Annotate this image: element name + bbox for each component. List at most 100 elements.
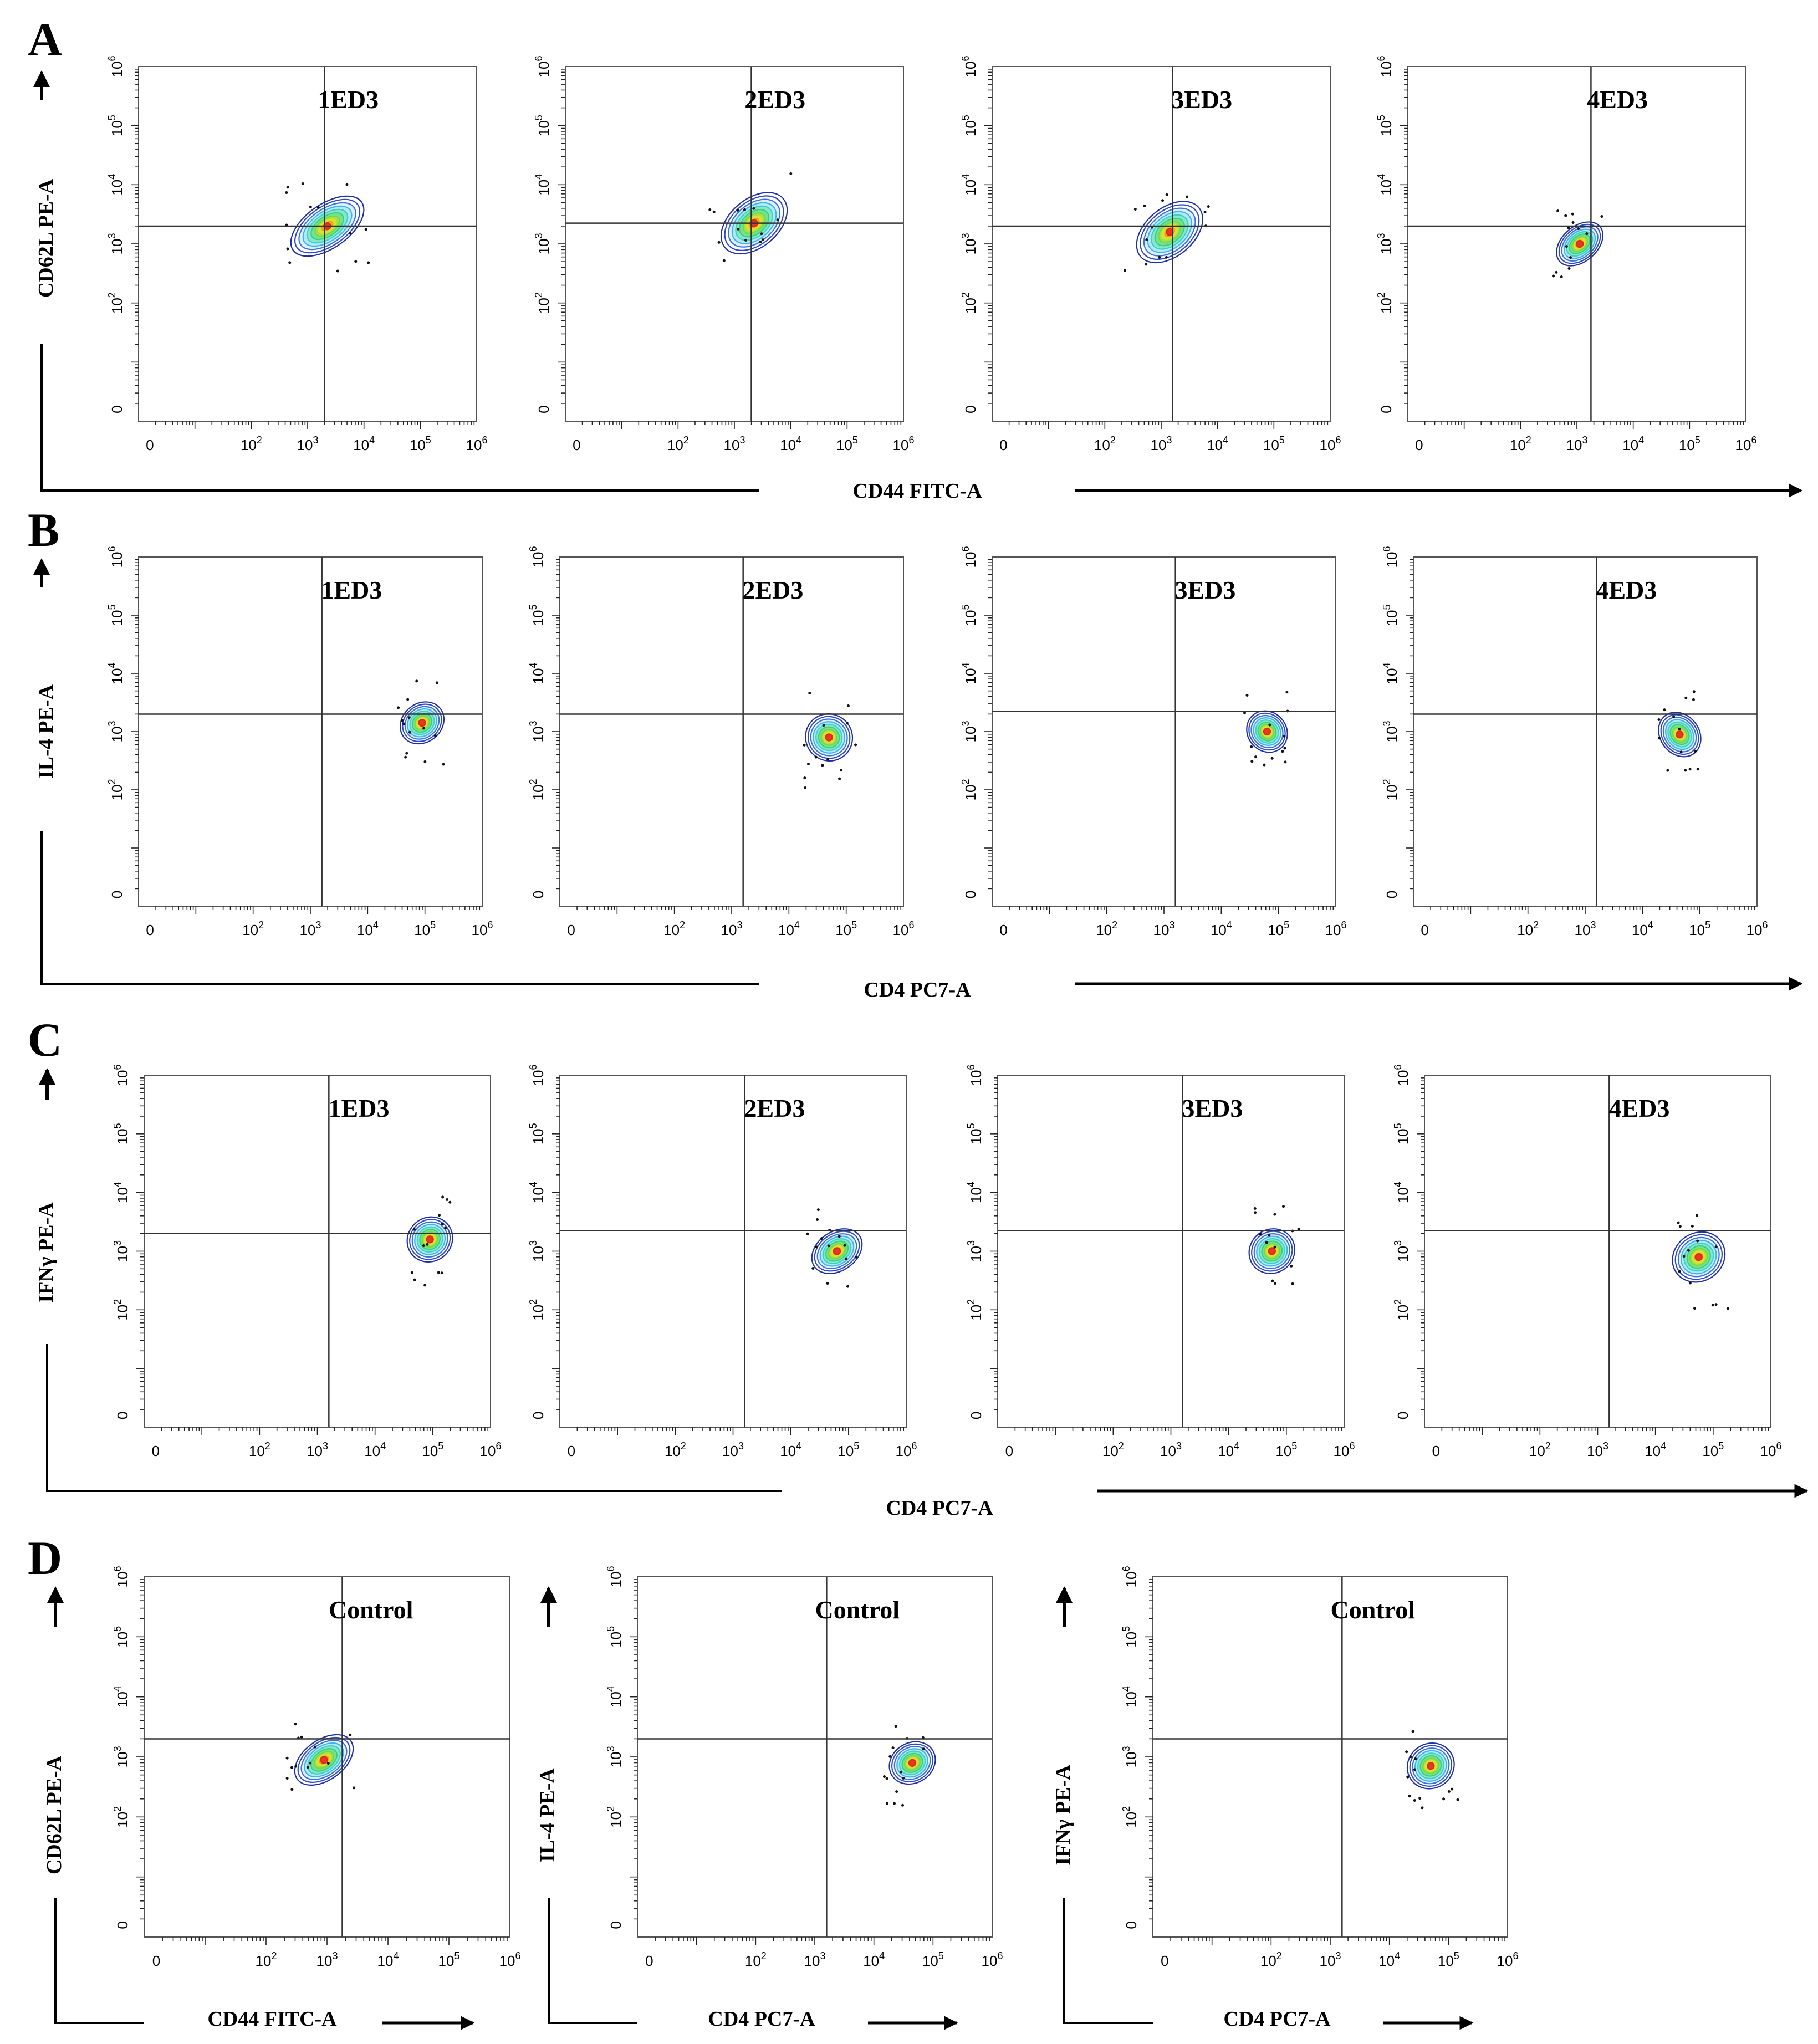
tick-base: 10	[607, 1692, 624, 1708]
tick-exponent: 6	[1381, 546, 1392, 552]
event-dot	[288, 261, 292, 264]
tick-base: 0	[146, 922, 154, 938]
y-tick-label: 103	[1376, 233, 1395, 255]
tick-base: 0	[962, 405, 979, 413]
y-tick-label: 105	[960, 605, 979, 626]
x-axis-title: CD44 FITC-A	[207, 2007, 337, 2031]
event-dot	[1677, 1221, 1680, 1224]
tick-base: 10	[1702, 1443, 1718, 1459]
event-dot	[440, 1271, 443, 1275]
x-tick-label: 105	[414, 919, 436, 938]
event-dot	[1284, 760, 1287, 764]
tick-base: 10	[962, 552, 979, 568]
tick-exponent: 3	[315, 919, 321, 931]
tick-base: 10	[962, 727, 979, 743]
tick-base: 10	[968, 1305, 984, 1321]
x-tick-label: 0	[645, 1953, 653, 1969]
event-dot	[309, 1761, 312, 1765]
tick-base: 10	[922, 1953, 938, 1969]
event-dot	[353, 1786, 356, 1790]
tick-base: 10	[1263, 437, 1279, 453]
tick-base: 10	[836, 437, 852, 453]
y-tick-label: 105	[112, 1123, 131, 1144]
tick-base: 10	[1151, 437, 1167, 453]
y-tick-label: 106	[1376, 56, 1395, 78]
tick-base: 10	[663, 922, 680, 938]
tick-exponent: 6	[1349, 1440, 1355, 1452]
y-tick-label: 103	[106, 233, 125, 255]
y-tick-label: 105	[1381, 605, 1400, 626]
event-dot	[808, 692, 811, 695]
event-dot	[826, 758, 830, 761]
event-dot	[316, 206, 320, 209]
tick-exponent: 4	[373, 919, 379, 931]
event-dot	[752, 207, 755, 210]
tick-base: 10	[607, 1632, 624, 1648]
tick-exponent: 2	[1121, 1806, 1132, 1812]
event-dot	[1567, 267, 1571, 270]
y-tick-label: 106	[1381, 546, 1400, 568]
tick-exponent: 3	[1582, 435, 1587, 446]
y-tick-label: 0	[109, 891, 125, 898]
event-dot	[1133, 207, 1137, 211]
event-dot	[345, 183, 349, 186]
axis-corner-line	[46, 1344, 782, 1492]
tick-base: 10	[414, 922, 430, 938]
event-dot	[1726, 1307, 1729, 1310]
event-dot	[1714, 1303, 1718, 1306]
tick-base: 10	[114, 1246, 131, 1262]
tick-exponent: 3	[313, 435, 318, 446]
event-dot	[776, 218, 779, 222]
event-dot	[1714, 1245, 1718, 1249]
x-tick-label: 103	[300, 919, 321, 938]
tick-base: 10	[530, 1070, 547, 1086]
tick-base: 0	[1123, 1921, 1140, 1929]
x-tick-label: 102	[1517, 919, 1539, 938]
tick-exponent: 3	[106, 721, 118, 727]
tick-base: 10	[535, 180, 552, 196]
tick-base: 10	[109, 239, 125, 255]
y-tick-label: 104	[528, 1182, 547, 1203]
x-tick-label: 102	[1510, 435, 1531, 453]
tick-exponent: 3	[1335, 1950, 1341, 1961]
y-tick-label: 0	[1378, 405, 1395, 413]
tick-base: 10	[962, 120, 979, 136]
event-dot	[1567, 226, 1570, 229]
tick-exponent: 2	[1376, 292, 1387, 298]
tick-base: 10	[1218, 1443, 1234, 1459]
event-dot	[840, 769, 843, 772]
tick-base: 10	[893, 437, 909, 453]
tick-base: 10	[1383, 610, 1400, 626]
event-dot	[326, 1762, 330, 1765]
event-dot	[1283, 734, 1286, 738]
sample-label: Control	[329, 1596, 413, 1624]
tick-base: 0	[645, 1953, 653, 1969]
x-tick-label: 102	[1260, 1950, 1282, 1969]
tick-base: 10	[1679, 437, 1695, 453]
tick-exponent: 2	[528, 1299, 539, 1305]
event-dot	[1186, 195, 1189, 198]
tick-base: 10	[1395, 1070, 1411, 1086]
event-dot	[422, 727, 426, 730]
event-dot	[1585, 232, 1589, 236]
event-dot	[759, 240, 762, 243]
event-dot	[722, 259, 726, 262]
event-dot	[1243, 711, 1247, 714]
tick-exponent: 6	[960, 56, 971, 62]
x-tick-label: 0	[573, 437, 580, 453]
tick-exponent: 5	[438, 1440, 443, 1452]
tick-exponent: 4	[369, 435, 375, 446]
tick-base: 10	[1497, 1953, 1513, 1969]
tick-base: 10	[962, 180, 979, 196]
tick-base: 0	[146, 437, 154, 453]
tick-exponent: 2	[966, 1299, 977, 1305]
density-contour	[402, 703, 442, 742]
tick-base: 0	[1395, 1412, 1411, 1419]
tick-base: 0	[109, 891, 125, 898]
tick-exponent: 5	[960, 605, 971, 610]
event-dot	[1696, 768, 1699, 771]
event-dot	[1678, 1270, 1681, 1273]
tick-base: 10	[316, 1953, 333, 1969]
sample-label: 1ED3	[318, 85, 379, 114]
